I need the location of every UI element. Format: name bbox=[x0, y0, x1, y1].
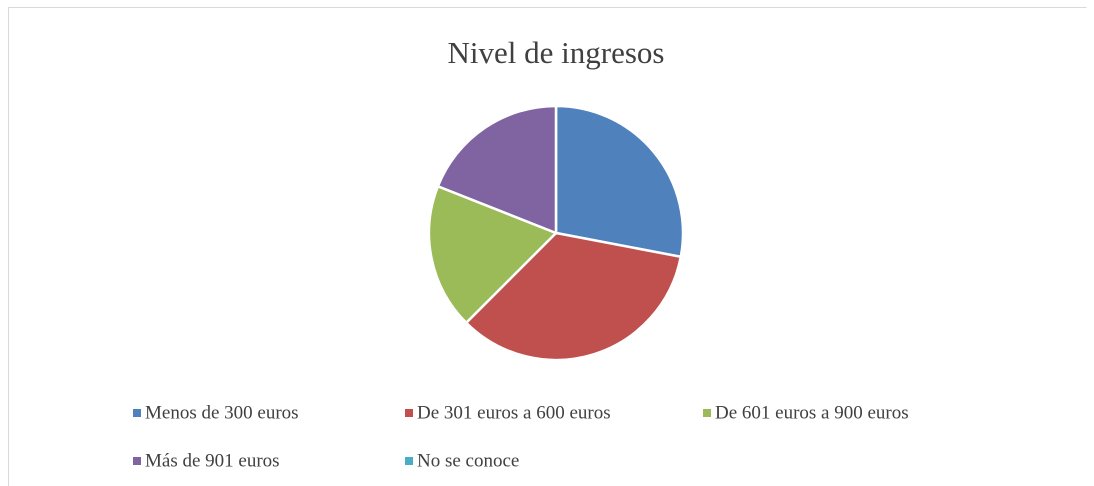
legend-swatch bbox=[703, 409, 711, 417]
legend-swatch bbox=[405, 409, 413, 417]
legend-label: De 301 euros a 600 euros bbox=[417, 402, 611, 423]
legend-label: De 601 euros a 900 euros bbox=[715, 402, 909, 423]
legend-label: Menos de 300 euros bbox=[145, 402, 299, 423]
chart-frame bbox=[8, 7, 1087, 486]
pie-slice bbox=[427, 184, 559, 325]
pie-slice bbox=[436, 104, 558, 235]
legend-label: No se conoce bbox=[417, 450, 519, 471]
legend-label: Más de 901 euros bbox=[145, 450, 280, 471]
legend-swatch bbox=[405, 457, 413, 465]
legend-swatch bbox=[133, 457, 141, 465]
pie-slice bbox=[554, 104, 685, 259]
pie-slice bbox=[464, 231, 683, 362]
chart-title: Nivel de ingresos bbox=[448, 35, 665, 70]
legend-swatch bbox=[133, 409, 141, 417]
